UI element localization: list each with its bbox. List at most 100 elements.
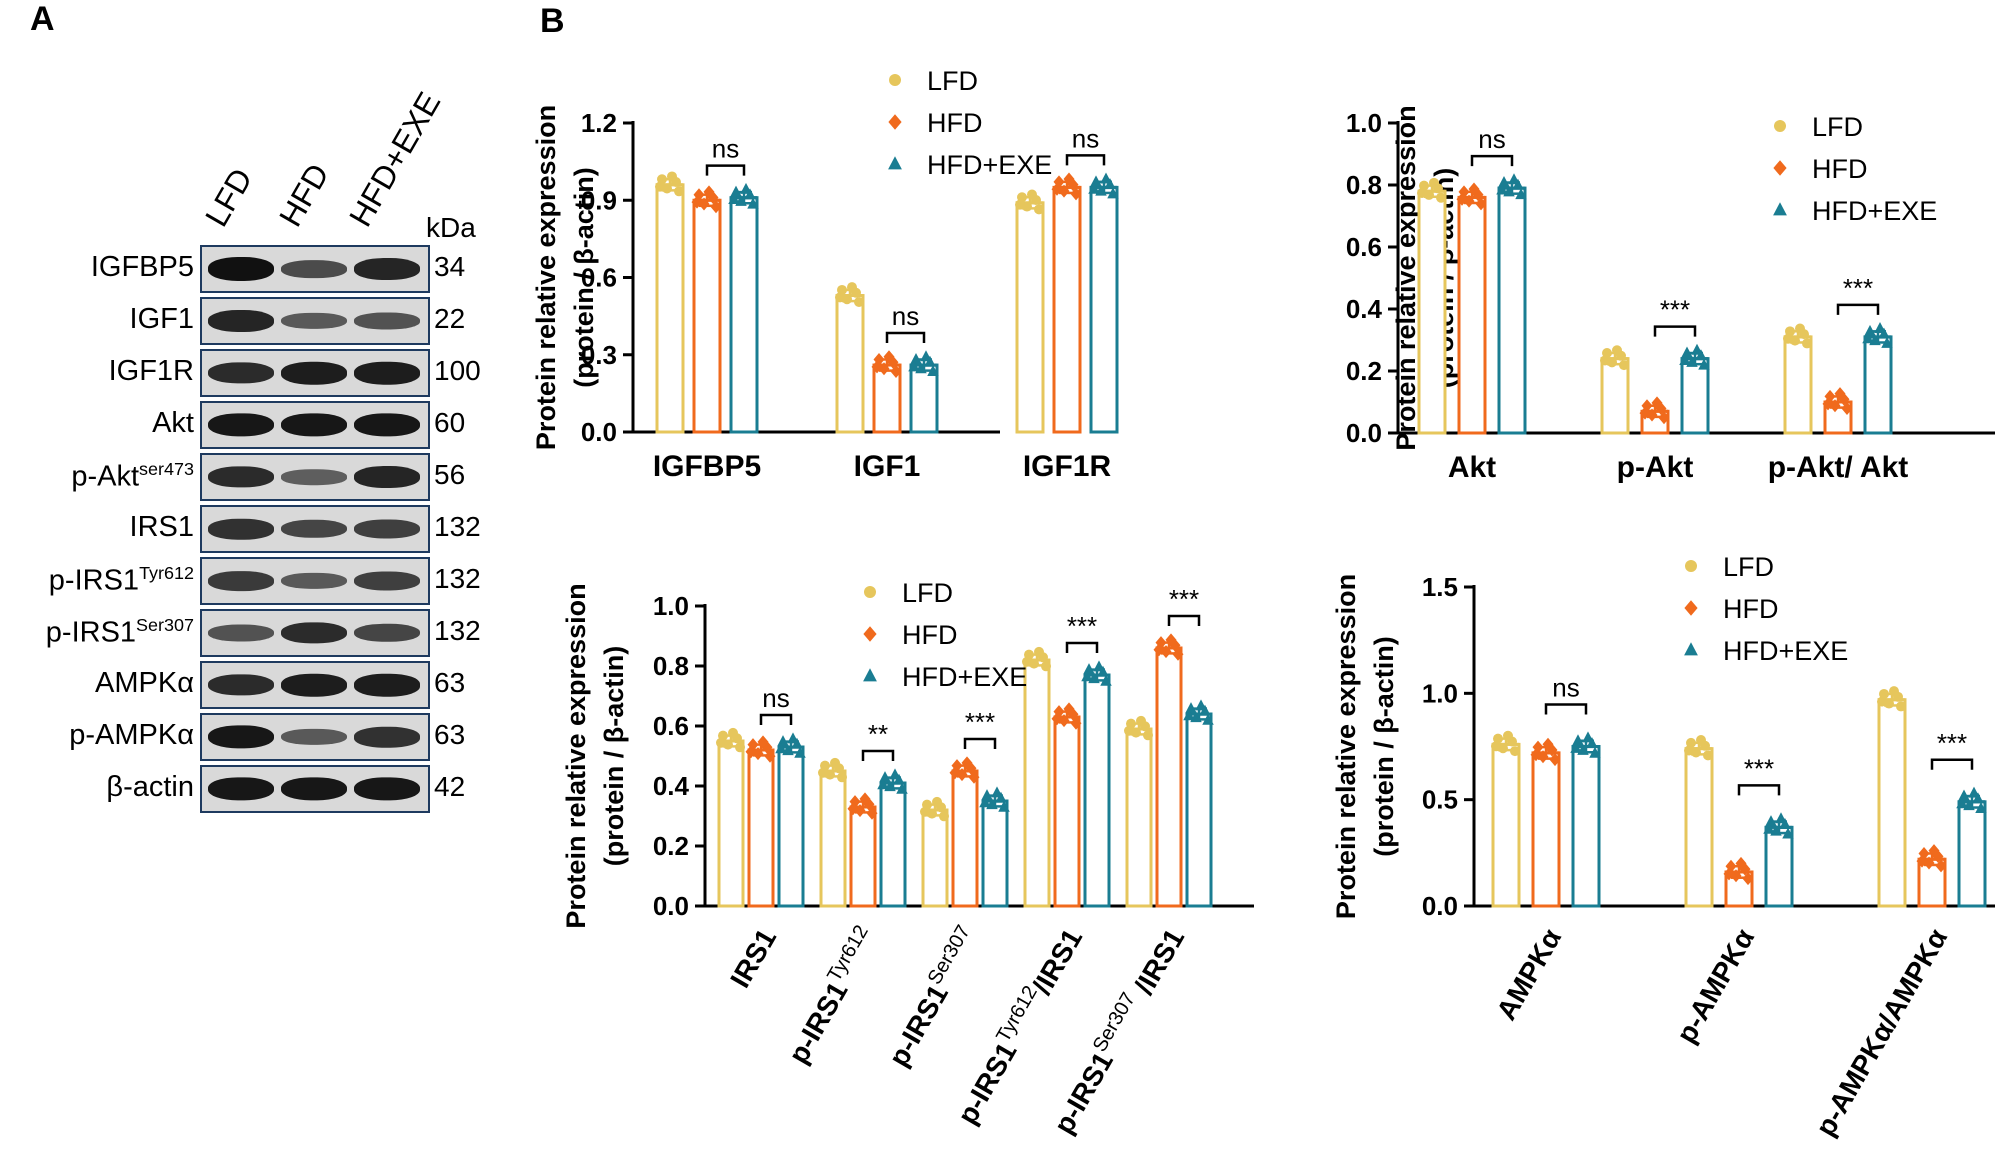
- bar-hfd: [747, 748, 775, 908]
- x-tick-label-base: p-IRS1: [883, 979, 954, 1071]
- x-tick-label-sup: Ser307: [1089, 989, 1140, 1056]
- data-point: [1436, 192, 1446, 203]
- data-point: [1639, 406, 1651, 420]
- blot-band: [208, 777, 274, 801]
- legend-marker: [1685, 560, 1697, 572]
- x-tick-label: p-AMPKα/AMPKα: [1810, 924, 1954, 1142]
- data-point: [1703, 750, 1713, 761]
- significance-bracket: [1167, 614, 1201, 626]
- data-point: [968, 770, 980, 784]
- significance-bracket: [705, 164, 746, 176]
- x-tick-label: p-AMPKα: [1670, 924, 1760, 1049]
- data-point: [1104, 178, 1116, 190]
- bar-hfd-exe: [1497, 186, 1527, 435]
- x-tick-label-sup: Tyr612: [992, 982, 1042, 1046]
- data-point: [1874, 322, 1886, 334]
- data-point: [1864, 324, 1876, 336]
- legend-marker: [864, 586, 876, 598]
- y-tick-label: 0.4: [653, 771, 690, 801]
- significance-label: ***: [1744, 753, 1774, 783]
- data-point: [1691, 343, 1703, 355]
- data-point: [847, 282, 857, 293]
- bar-hfd-exe: [1957, 800, 1987, 908]
- significance-label: ***: [1843, 273, 1873, 303]
- legend-marker: [1774, 120, 1786, 132]
- x-tick-label: Akt: [1448, 451, 1496, 484]
- significance-label: ns: [1478, 124, 1505, 154]
- blot-band: [354, 571, 420, 591]
- data-point: [939, 811, 949, 822]
- data-point: [1698, 358, 1710, 370]
- legend-marker: [888, 114, 902, 130]
- bar-lfd: [1491, 742, 1521, 908]
- x-tick-label: IGF1R: [1023, 450, 1112, 483]
- y-tick-label: 1.0: [653, 591, 689, 621]
- bar-lfd: [1015, 201, 1045, 434]
- data-point: [1070, 187, 1082, 201]
- data-point: [1916, 854, 1928, 868]
- blot-band: [281, 312, 347, 330]
- x-tick-label: p-IRS1Ser307: [879, 922, 986, 1072]
- data-point: [1107, 187, 1119, 199]
- blot-band: [354, 777, 420, 801]
- data-point: [1088, 182, 1100, 194]
- y-axis-label-line1: Protein relative expression: [531, 105, 561, 450]
- kda-header: kDa: [426, 212, 476, 243]
- blot-strip: [200, 453, 430, 501]
- blot-kda: 132: [434, 511, 481, 542]
- data-point: [979, 796, 991, 808]
- panel-a-letter: A: [30, 0, 55, 38]
- blot-kda: 63: [434, 667, 466, 698]
- data-point: [932, 796, 942, 807]
- data-point: [1795, 323, 1805, 334]
- data-point: [1503, 730, 1513, 741]
- bar-hfd-exe: [1680, 357, 1710, 435]
- significance-bracket: [1065, 641, 1099, 653]
- blot-strip: [200, 609, 430, 657]
- y-tick-label: 0.6: [1346, 232, 1382, 262]
- y-tick-label: 0.0: [1346, 418, 1382, 448]
- legend-label: HFD+EXE: [927, 150, 1052, 180]
- data-point: [924, 355, 936, 367]
- data-point: [1124, 725, 1134, 736]
- chart-1: Protein relative expression (protein / β-…: [531, 66, 1119, 483]
- bar-hfd-exe: [1089, 185, 1119, 434]
- data-point: [1928, 844, 1940, 858]
- data-point: [1498, 176, 1510, 188]
- blot-strip: [200, 661, 430, 709]
- y-tick-label: 0.8: [1346, 170, 1382, 200]
- data-point: [818, 767, 828, 778]
- data-point: [1695, 349, 1707, 361]
- blot-label: IRS1: [129, 511, 194, 543]
- blot-band: [354, 466, 420, 488]
- blot-kda: 42: [434, 771, 466, 802]
- data-point: [1202, 713, 1214, 725]
- y-tick-label: 0.9: [581, 185, 617, 215]
- x-tick-label-tail: /IRS1: [1124, 924, 1190, 1007]
- data-point: [883, 350, 895, 364]
- data-point: [837, 772, 847, 783]
- x-tick-label-tail: /IRS1: [1026, 924, 1088, 1000]
- legend-marker: [889, 74, 901, 86]
- y-tick-label: 0.2: [1346, 356, 1382, 386]
- bar-lfd: [1417, 189, 1447, 435]
- y-tick-label: 0.0: [653, 891, 689, 921]
- data-point: [1041, 661, 1051, 672]
- data-point: [830, 757, 840, 768]
- x-tick-label: p-Akt: [1617, 451, 1694, 484]
- legend-label: HFD: [927, 108, 983, 138]
- y-axis-label-line2: (protein / β-actin): [569, 167, 599, 387]
- blot-label: Akt: [152, 407, 194, 439]
- blot-label: IGF1: [129, 303, 194, 335]
- blot-label: p-Aktser473: [71, 459, 194, 493]
- blot-band: [281, 622, 347, 644]
- blot-band: [281, 673, 347, 697]
- data-point: [871, 360, 883, 374]
- chart-4: Protein relative expression (protein / β-…: [1331, 552, 1995, 1141]
- data-point: [1696, 735, 1706, 746]
- data-point: [1570, 741, 1582, 753]
- blot-strip: [200, 349, 430, 397]
- data-point: [1530, 748, 1542, 762]
- significance-label: ns: [892, 301, 919, 331]
- bar-lfd: [717, 739, 745, 908]
